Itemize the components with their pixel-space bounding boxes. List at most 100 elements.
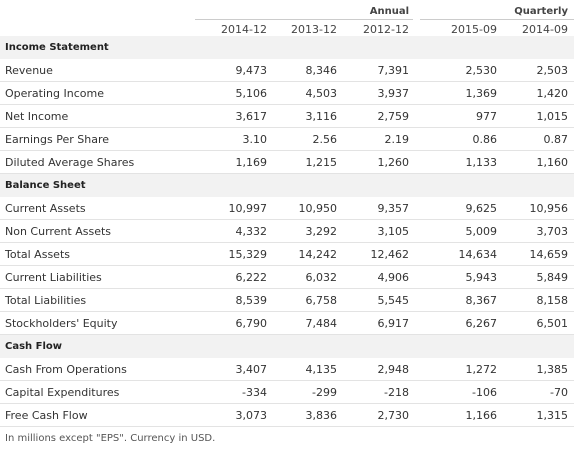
row-label: Current Assets: [5, 202, 86, 215]
row-bg: [0, 381, 574, 404]
cell-value: 1,315: [536, 409, 569, 422]
cell-value: 5,106: [235, 87, 268, 100]
row-bg: [0, 59, 574, 82]
section-header: Balance Sheet: [0, 174, 574, 197]
cell-value: 4,503: [305, 87, 338, 100]
row-label: Earnings Per Share: [5, 133, 110, 146]
row-label: Net Income: [5, 110, 69, 123]
cell-value: 6,917: [377, 317, 410, 330]
cell-value: 5,545: [377, 294, 410, 307]
cell-value: 2,759: [377, 110, 410, 123]
cell-value: 4,906: [377, 271, 410, 284]
footnote: In millions except "EPS". Currency in US…: [5, 433, 216, 444]
row-label: Diluted Average Shares: [5, 156, 135, 169]
cell-value: 3,105: [377, 225, 410, 238]
cell-value: 10,956: [529, 202, 569, 215]
row-label: Total Assets: [5, 248, 70, 261]
cell-value: 6,222: [235, 271, 268, 284]
cell-value: 3,937: [377, 87, 410, 100]
row-bg: [0, 358, 574, 381]
cell-value: 1,369: [465, 87, 498, 100]
row-label: Capital Expenditures: [5, 386, 120, 399]
cell-value: 1,260: [377, 156, 410, 169]
cell-value: 8,346: [305, 64, 338, 77]
row-bg: [0, 197, 574, 220]
cell-value: 7,391: [377, 64, 410, 77]
cell-value: 3,617: [235, 110, 268, 123]
row-bg: [0, 404, 574, 427]
cell-value: 5,943: [465, 271, 498, 284]
cell-value: 9,473: [235, 64, 268, 77]
cell-value: 1,015: [536, 110, 569, 123]
cell-value: 2,530: [465, 64, 498, 77]
cell-value: 10,950: [298, 202, 338, 215]
cell-value: 9,357: [377, 202, 410, 215]
cell-value: 2,730: [377, 409, 410, 422]
cell-value: 8,539: [235, 294, 268, 307]
cell-value: 1,420: [536, 87, 569, 100]
row-label: Stockholders' Equity: [5, 317, 118, 330]
column-header: 2015-09: [451, 23, 497, 36]
cell-value: 14,634: [458, 248, 498, 261]
cell-value: 1,215: [305, 156, 338, 169]
cell-value: 0.86: [472, 133, 498, 146]
cell-value: -218: [384, 386, 409, 399]
section-header: Cash Flow: [0, 335, 574, 358]
row-bg: [0, 312, 574, 335]
cell-value: 1,166: [465, 409, 498, 422]
cell-value: -334: [242, 386, 267, 399]
cell-value: 5,009: [465, 225, 498, 238]
cell-value: 3,116: [305, 110, 338, 123]
cell-value: 5,849: [536, 271, 569, 284]
cell-value: 2,503: [536, 64, 569, 77]
cell-value: 0.87: [543, 133, 569, 146]
cell-value: 977: [476, 110, 497, 123]
group-header: Annual: [369, 6, 409, 17]
cell-value: 3,073: [235, 409, 268, 422]
cell-value: 9,625: [465, 202, 498, 215]
cell-value: -70: [550, 386, 568, 399]
cell-value: 7,484: [305, 317, 338, 330]
row-bg: [0, 105, 574, 128]
cell-value: 3,407: [235, 363, 268, 376]
group-rule: [195, 19, 413, 20]
cell-value: 14,242: [298, 248, 338, 261]
cell-value: 1,133: [465, 156, 498, 169]
cell-value: 3.10: [242, 133, 268, 146]
row-bg: [0, 82, 574, 105]
cell-value: 8,367: [465, 294, 498, 307]
row-label: Revenue: [5, 64, 53, 77]
cell-value: 6,790: [235, 317, 268, 330]
cell-value: 1,169: [235, 156, 268, 169]
cell-value: 2.19: [384, 133, 410, 146]
cell-value: 1,160: [536, 156, 569, 169]
row-bg: [0, 289, 574, 312]
section-header: Income Statement: [0, 36, 574, 59]
row-bg: [0, 243, 574, 266]
group-header: Quarterly: [514, 6, 568, 17]
cell-value: 6,501: [536, 317, 569, 330]
row-bg: [0, 151, 574, 174]
row-bg: [0, 266, 574, 289]
cell-value: -106: [472, 386, 497, 399]
cell-value: 2.56: [312, 133, 338, 146]
cell-value: 15,329: [228, 248, 268, 261]
row-label: Free Cash Flow: [5, 409, 88, 422]
column-header: 2014-12: [221, 23, 267, 36]
row-label: Non Current Assets: [5, 225, 112, 238]
column-header: 2012-12: [363, 23, 409, 36]
cell-value: 12,462: [370, 248, 410, 261]
cell-value: 10,997: [228, 202, 268, 215]
cell-value: 6,032: [305, 271, 338, 284]
row-bg: [0, 220, 574, 243]
cell-value: 8,158: [536, 294, 569, 307]
cell-value: 1,272: [465, 363, 498, 376]
cell-value: 14,659: [529, 248, 569, 261]
cell-value: 4,332: [235, 225, 268, 238]
cell-value: 6,267: [465, 317, 498, 330]
row-label: Current Liabilities: [5, 271, 102, 284]
cell-value: 2,948: [377, 363, 410, 376]
row-label: Cash From Operations: [5, 363, 127, 376]
cell-value: 4,135: [305, 363, 338, 376]
